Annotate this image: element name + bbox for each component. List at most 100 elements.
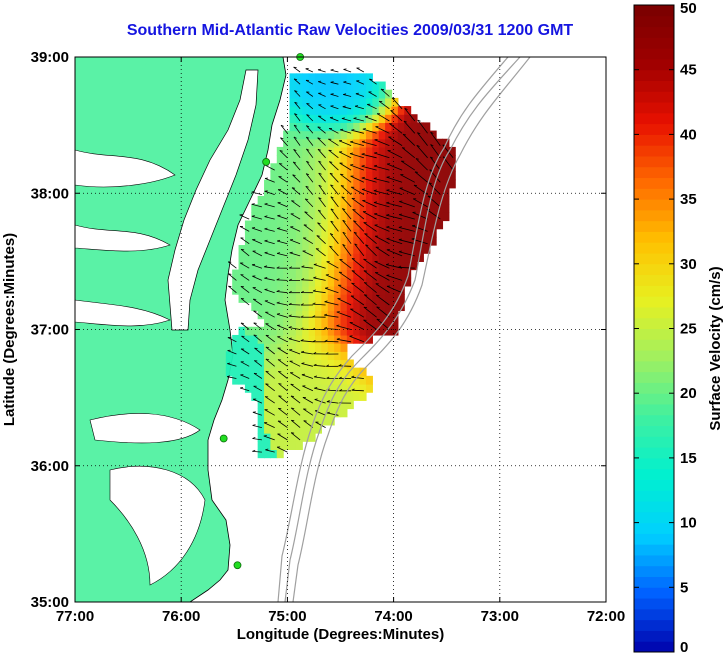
current-vector xyxy=(416,145,428,159)
velocity-cell xyxy=(264,449,272,459)
velocity-cell xyxy=(276,261,284,271)
velocity-cell xyxy=(270,236,278,246)
velocity-cell xyxy=(257,359,265,369)
velocity-cell xyxy=(334,367,342,377)
current-vector xyxy=(277,189,288,195)
velocity-cell xyxy=(359,106,367,115)
velocity-cell xyxy=(365,277,373,287)
velocity-cell xyxy=(283,334,291,344)
velocity-cell xyxy=(391,155,399,164)
velocity-cell xyxy=(289,424,297,434)
velocity-cell xyxy=(270,392,278,401)
velocity-cell xyxy=(283,253,291,262)
current-vector-head xyxy=(376,318,380,320)
current-vector xyxy=(428,182,441,195)
velocity-cell xyxy=(359,302,367,312)
velocity-cell xyxy=(353,318,361,328)
velocity-cell xyxy=(289,334,297,344)
velocity-cell xyxy=(359,236,367,246)
velocity-cell xyxy=(353,392,361,401)
colorbar-tick-label: 50 xyxy=(680,0,697,17)
current-vector xyxy=(329,233,339,244)
velocity-cell xyxy=(391,195,399,205)
velocity-cell xyxy=(264,400,272,410)
current-vector-head xyxy=(318,160,322,163)
velocity-cell xyxy=(315,81,322,91)
current-vector xyxy=(253,372,263,379)
velocity-cell xyxy=(327,130,335,140)
current-vector-head xyxy=(386,176,390,178)
velocity-cell xyxy=(353,204,361,213)
velocity-cell xyxy=(340,195,348,205)
current-vector-head xyxy=(251,203,255,205)
velocity-cell xyxy=(270,261,278,271)
current-vector xyxy=(330,69,339,73)
velocity-cell xyxy=(353,97,361,107)
velocity-cell xyxy=(423,163,431,173)
velocity-cell xyxy=(257,253,265,262)
velocity-cell xyxy=(270,449,278,459)
velocity-cell xyxy=(257,408,265,418)
current-vector-head xyxy=(325,352,329,355)
velocity-cell xyxy=(353,326,361,336)
current-vector xyxy=(290,407,301,416)
velocity-cell xyxy=(410,228,418,238)
current-vector xyxy=(294,113,301,122)
current-vector-head xyxy=(277,239,281,242)
velocity-cell xyxy=(270,400,278,410)
current-vector xyxy=(400,160,416,171)
velocity-cell xyxy=(385,318,393,328)
velocity-cell xyxy=(276,285,284,295)
velocity-cell xyxy=(334,179,342,189)
velocity-cell xyxy=(264,277,272,287)
current-vector xyxy=(317,222,326,232)
velocity-cell xyxy=(378,89,386,99)
current-vector-head xyxy=(289,266,293,269)
colorbar-segment xyxy=(634,263,674,276)
velocity-cell xyxy=(232,334,240,344)
velocity-cell xyxy=(289,285,297,295)
velocity-cell xyxy=(372,89,380,99)
colorbar-segment xyxy=(634,576,674,588)
velocity-cell xyxy=(321,146,329,156)
chesapeake-bay xyxy=(167,69,259,331)
velocity-cell xyxy=(327,416,335,426)
velocity-cell xyxy=(365,89,373,99)
current-vector xyxy=(305,79,314,85)
velocity-cell xyxy=(404,155,412,164)
current-vector xyxy=(265,383,275,392)
velocity-cell xyxy=(378,261,386,271)
velocity-cell xyxy=(232,351,240,361)
velocity-cell xyxy=(340,146,348,156)
current-vector-head xyxy=(386,189,390,191)
velocity-cell xyxy=(436,187,444,197)
current-vector-head xyxy=(276,290,280,292)
current-vector-head xyxy=(385,263,390,265)
velocity-cell xyxy=(321,212,329,222)
velocity-cell xyxy=(346,253,354,262)
velocity-cell xyxy=(327,163,335,173)
velocity-cell xyxy=(442,179,450,189)
current-vector xyxy=(317,148,326,159)
velocity-cell xyxy=(321,187,329,197)
current-vector xyxy=(399,187,415,195)
current-vector xyxy=(329,161,339,171)
velocity-cell xyxy=(308,367,316,377)
velocity-cell xyxy=(391,171,399,181)
velocity-cell xyxy=(295,106,303,115)
velocity-cell xyxy=(295,253,303,262)
velocity-cell xyxy=(385,285,393,295)
current-vector xyxy=(252,411,263,416)
current-vectors xyxy=(226,66,454,453)
velocity-cell xyxy=(334,204,342,213)
velocity-cell xyxy=(346,138,354,148)
velocity-cell xyxy=(276,343,284,352)
velocity-cell xyxy=(378,195,386,205)
current-vector xyxy=(302,237,314,245)
velocity-cell xyxy=(378,236,386,246)
velocity-cell xyxy=(346,367,354,377)
velocity-cell xyxy=(302,367,310,377)
velocity-cell xyxy=(302,106,310,115)
velocity-cell xyxy=(423,195,431,205)
colorbar-segment xyxy=(634,436,674,448)
